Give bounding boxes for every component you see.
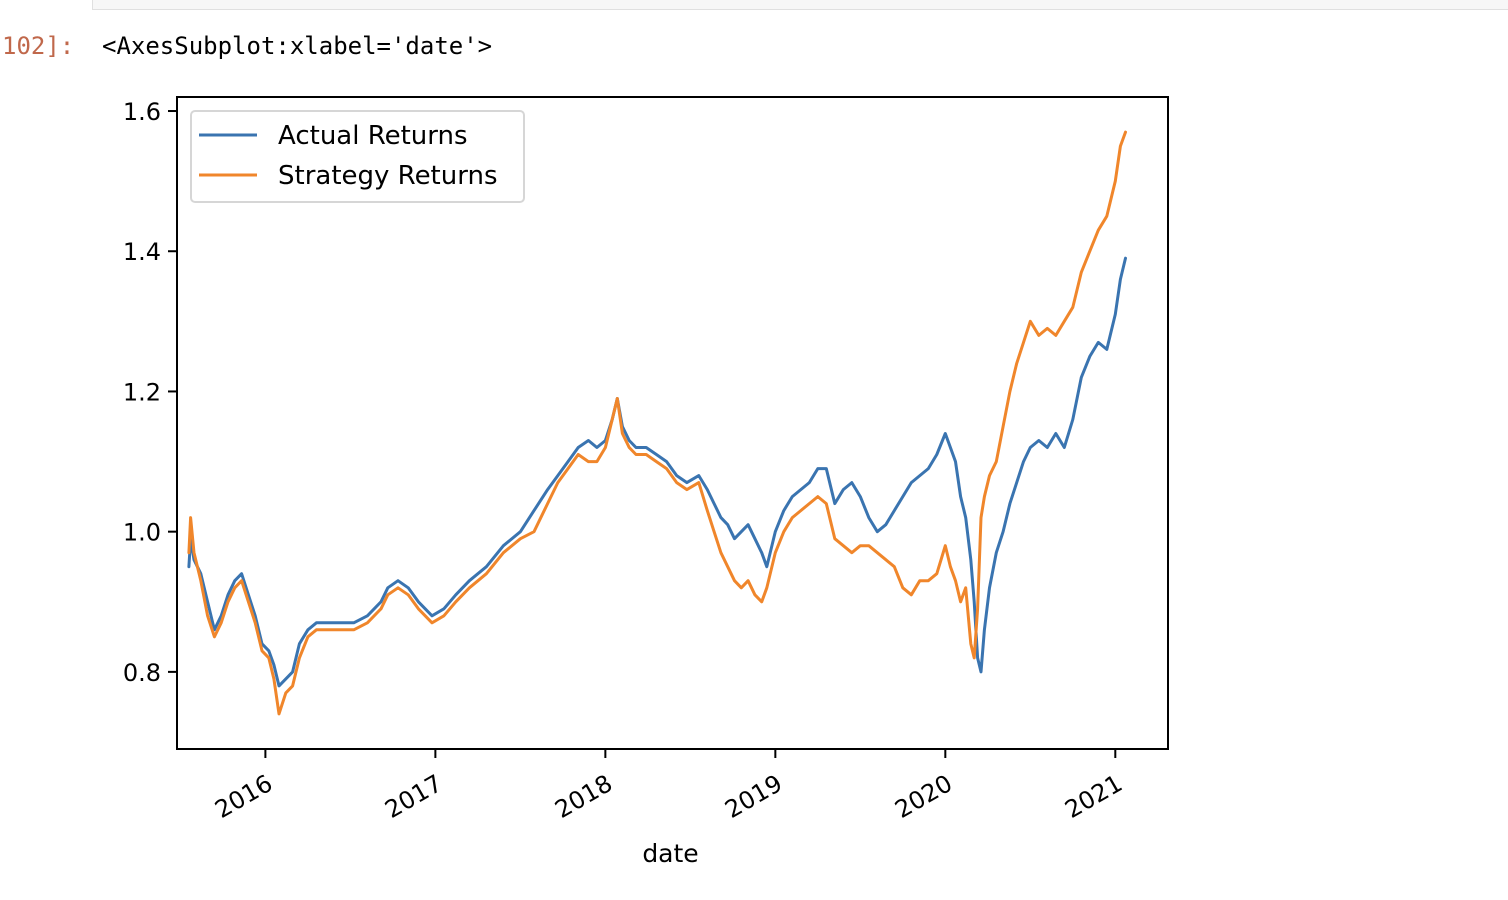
y-tick-label: 1.2 — [123, 378, 161, 406]
output-repr-text: <AxesSubplot:xlabel='date'> — [102, 32, 493, 60]
legend-label: Actual Returns — [278, 121, 468, 151]
series-layer — [187, 130, 1127, 716]
y-tick-label: 0.8 — [123, 659, 161, 687]
x-tick-label: 2021 — [1060, 769, 1127, 824]
x-tick-label: 2020 — [890, 769, 957, 824]
output-prompt: 102]: — [2, 32, 75, 60]
legend: Actual Returns Strategy Returns — [190, 110, 525, 203]
x-axis-label: date — [642, 839, 698, 868]
y-axis: 0.8 1.0 1.2 1.4 1.6 — [123, 98, 177, 687]
legend-box — [190, 110, 525, 203]
legend-label: Strategy Returns — [278, 161, 498, 191]
y-tick-label: 1.4 — [123, 238, 161, 266]
x-axis: 2016 2017 2018 2019 2020 2021 — [210, 749, 1127, 824]
previous-cell-border — [92, 0, 1508, 10]
y-tick-label: 1.0 — [123, 519, 161, 547]
series-line-actual-returns — [187, 256, 1127, 688]
x-tick-label: 2018 — [550, 769, 617, 824]
x-tick-label: 2019 — [720, 769, 787, 824]
x-tick-label: 2017 — [380, 769, 447, 824]
axes-frame — [176, 96, 1169, 750]
chart-plot-area — [176, 96, 1169, 750]
x-tick-label: 2016 — [210, 769, 277, 824]
series-line-strategy-returns — [187, 130, 1127, 716]
y-tick-label: 1.6 — [123, 98, 161, 126]
